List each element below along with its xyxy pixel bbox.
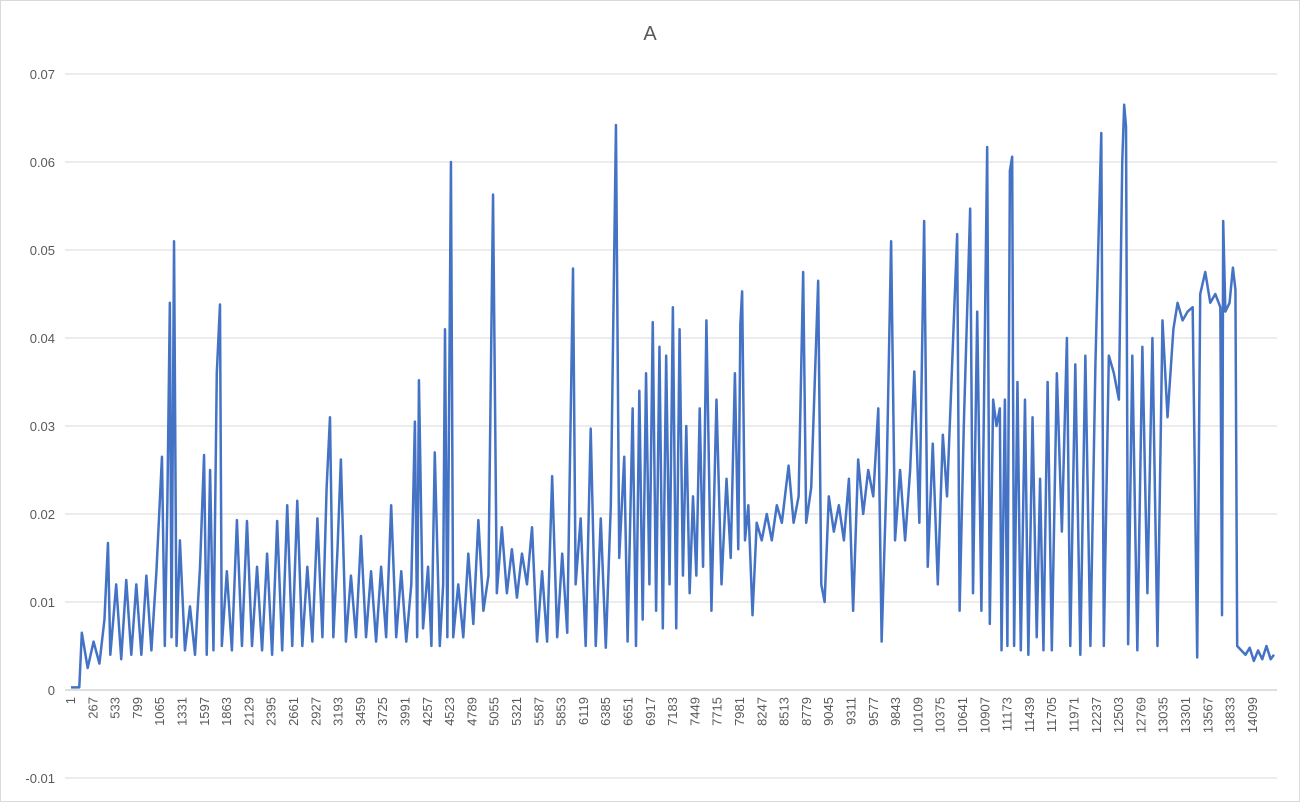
x-tick-label: 2129	[241, 697, 256, 726]
x-tick-label: 1597	[197, 697, 212, 726]
x-tick-label: 6119	[576, 697, 591, 725]
x-tick-label: 6385	[598, 697, 613, 726]
x-tick-label: 7183	[665, 697, 680, 726]
x-tick-label: 9311	[844, 697, 859, 725]
x-tick-label: 12769	[1133, 697, 1148, 733]
x-tick-label: 5587	[531, 697, 546, 726]
data-line	[71, 103, 1275, 689]
x-tick-label: 3459	[353, 697, 368, 726]
x-tick-label: 1331	[175, 697, 190, 726]
y-tick-label: -0.01	[25, 771, 55, 786]
x-tick-label: 2661	[286, 697, 301, 726]
x-tick-label: 1065	[152, 697, 167, 726]
x-tick-label: 9045	[821, 697, 836, 726]
x-tick-label: 10109	[910, 697, 925, 733]
x-tick-label: 2395	[264, 697, 279, 726]
y-tick-label: 0.07	[30, 67, 55, 82]
x-tick-label: 12503	[1111, 697, 1126, 733]
x-tick-label: 13567	[1200, 697, 1215, 733]
x-tick-label: 11439	[1022, 697, 1037, 732]
x-tick-label: 14099	[1245, 697, 1260, 733]
x-tick-label: 1	[63, 697, 78, 704]
x-tick-label: 11971	[1067, 697, 1082, 732]
y-tick-label: 0.05	[30, 243, 55, 258]
y-tick-label: 0.04	[30, 331, 55, 346]
x-tick-label: 11173	[1000, 697, 1015, 731]
x-tick-label: 7715	[710, 697, 725, 726]
y-tick-label: 0.03	[30, 419, 55, 434]
x-tick-label: 2927	[308, 697, 323, 726]
y-tick-label: 0.02	[30, 507, 55, 522]
x-tick-label: 7449	[687, 697, 702, 726]
x-tick-label: 10907	[977, 697, 992, 733]
x-tick-label: 5853	[554, 697, 569, 726]
x-tick-label: 8779	[799, 697, 814, 726]
x-tick-label: 9843	[888, 697, 903, 726]
x-tick-label: 13833	[1223, 697, 1238, 733]
y-tick-label: 0.06	[30, 155, 55, 170]
x-tick-label: 799	[130, 697, 145, 719]
x-tick-label: 3725	[375, 697, 390, 726]
x-tick-label: 8247	[754, 697, 769, 726]
y-tick-label: 0.01	[30, 595, 55, 610]
x-tick-label: 533	[108, 697, 123, 719]
chart-title: A	[643, 23, 657, 45]
x-tick-label: 10375	[933, 697, 948, 733]
x-tick-label: 9577	[866, 697, 881, 726]
x-tick-label: 1863	[219, 697, 234, 726]
x-tick-label: 10641	[955, 697, 970, 733]
x-tick-label: 267	[85, 697, 100, 719]
x-tick-label: 4523	[442, 697, 457, 726]
x-tick-label: 4257	[420, 697, 435, 726]
x-tick-label: 12237	[1089, 697, 1104, 733]
x-tick-label: 6917	[643, 697, 658, 726]
x-tick-label: 3193	[331, 697, 346, 726]
x-tick-label: 13035	[1156, 697, 1171, 733]
x-tick-label: 5321	[509, 697, 524, 726]
x-tick-label: 3991	[398, 697, 413, 726]
x-tick-label: 7981	[732, 697, 747, 726]
x-tick-label: 11705	[1044, 697, 1059, 732]
x-tick-label: 8513	[777, 697, 792, 726]
x-tick-label: 6651	[621, 697, 636, 726]
x-tick-label: 13301	[1178, 697, 1193, 733]
x-tick-label: 4789	[464, 697, 479, 726]
y-tick-label: 0	[48, 683, 55, 698]
x-tick-label: 5055	[487, 697, 502, 726]
